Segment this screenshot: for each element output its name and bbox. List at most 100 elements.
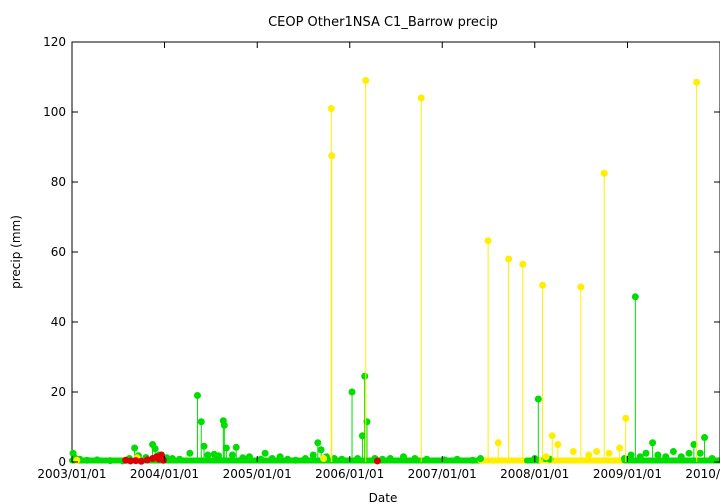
data-point (159, 456, 167, 464)
y-tick-label: 0 (58, 455, 66, 469)
data-point (137, 457, 145, 465)
data-point (328, 152, 336, 160)
data-point (83, 456, 91, 464)
data-point (677, 453, 685, 461)
data-point (399, 453, 407, 461)
data-point (554, 441, 562, 448)
data-point (534, 395, 542, 403)
data-point (417, 94, 425, 102)
data-point (441, 456, 449, 464)
data-point (542, 453, 550, 461)
data-point (354, 455, 362, 462)
data-point (204, 451, 212, 459)
x-tick-label: 2006/01/01 (315, 467, 384, 481)
data-point (616, 444, 624, 452)
data-point (484, 237, 492, 245)
data-point (157, 451, 165, 459)
data-point (693, 78, 701, 86)
data-point (220, 421, 228, 429)
data-point (577, 283, 585, 291)
data-point (245, 453, 253, 461)
data-point (193, 392, 201, 399)
data-point (309, 451, 317, 459)
y-axis-label: precip (mm) (9, 215, 23, 289)
series-red (122, 451, 381, 465)
data-point (669, 448, 677, 455)
data-point (362, 77, 370, 84)
data-point (627, 451, 635, 459)
data-point (257, 455, 265, 463)
data-point (232, 443, 240, 451)
data-point (620, 455, 628, 462)
data-point (453, 455, 461, 463)
x-tick-label: 2009/01/01 (593, 467, 662, 481)
data-point (327, 105, 335, 112)
data-point (585, 451, 593, 459)
data-point (348, 388, 356, 396)
data-point (239, 454, 247, 462)
data-point (373, 457, 381, 465)
data-point (317, 446, 325, 454)
data-point (301, 455, 309, 462)
series-green (69, 293, 716, 465)
x-tick-label: 2003/01/01 (37, 467, 106, 481)
data-point (361, 372, 369, 380)
data-point (261, 449, 269, 457)
y-tick-label: 80 (51, 175, 66, 189)
data-point (423, 455, 431, 463)
data-point (284, 455, 292, 463)
data-point (106, 457, 114, 465)
x-tick-label: 2008/01/01 (500, 467, 569, 481)
x-tick-label: 2005/01/01 (223, 467, 292, 481)
data-point (176, 455, 184, 463)
data-point (708, 455, 716, 462)
data-point (690, 441, 698, 448)
data-point (276, 453, 284, 461)
axes-layer: 0 20 40 60 80 100 120 2003/01/01 2004/01/01 2005/… (37, 35, 720, 481)
y-tick-label: 120 (43, 35, 66, 49)
y-tick-label: 60 (51, 245, 66, 259)
data-point (539, 281, 547, 289)
x-axis-label: Date (369, 491, 398, 504)
data-point (73, 456, 81, 464)
data-point (168, 455, 176, 462)
data-point (569, 448, 577, 455)
data-point (701, 434, 709, 441)
data-point (320, 455, 328, 462)
data-point (548, 432, 556, 440)
data-point (132, 457, 140, 465)
data-point (143, 456, 151, 464)
data-point (200, 442, 208, 450)
data-point (494, 439, 502, 447)
data-point (477, 455, 485, 462)
data-point (314, 439, 322, 447)
data-point (127, 457, 135, 465)
data-point (338, 455, 346, 463)
data-point (642, 449, 650, 457)
y-tick-label: 20 (51, 385, 66, 399)
data-point (519, 260, 527, 268)
data-point (292, 456, 300, 464)
data-point (605, 449, 613, 457)
data-point (330, 455, 338, 462)
data-point (358, 432, 366, 440)
data-point (386, 455, 394, 462)
data-point (469, 456, 477, 464)
data-point (685, 449, 693, 457)
data-point (222, 444, 230, 452)
data-point (662, 453, 670, 461)
data-point (197, 418, 205, 426)
data-point (411, 455, 419, 462)
data-point (214, 452, 222, 460)
data-point (622, 414, 630, 422)
chart-title: CEOP Other1NSA C1_Barrow precip (268, 15, 498, 30)
data-point (93, 456, 101, 464)
data-point (363, 418, 371, 426)
x-tick-label: 2004/01/01 (130, 467, 199, 481)
y-tick-label: 100 (43, 105, 66, 119)
data-point (636, 453, 644, 461)
series-yellow (73, 77, 701, 464)
data-point (268, 455, 276, 462)
data-point (593, 448, 601, 455)
